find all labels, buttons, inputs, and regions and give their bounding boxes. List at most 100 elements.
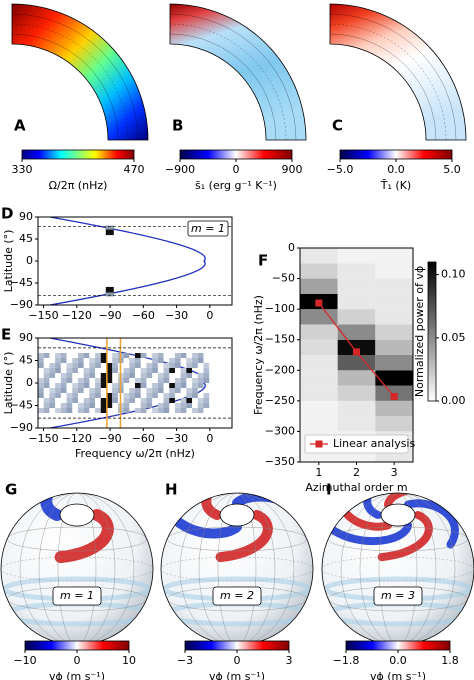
power-cell (375, 355, 413, 371)
power-cell (77, 378, 84, 383)
y-tick-label: 0 (26, 254, 33, 267)
colorbar-tick-label: 330 (12, 163, 33, 176)
panel-label: C (332, 117, 343, 135)
y-tick-label: −90 (10, 421, 33, 434)
power-cell (203, 398, 210, 403)
power-cell (106, 393, 113, 398)
legend-box (304, 434, 409, 454)
power-cell (38, 353, 44, 358)
power-cell (300, 400, 338, 417)
power-cell (66, 373, 73, 378)
power-cell (112, 353, 118, 358)
power-cell (157, 358, 164, 363)
power-cell (105, 292, 114, 297)
meridian (217, 493, 257, 645)
power-cell (89, 393, 96, 398)
power-cell (89, 403, 96, 408)
power-cell (203, 373, 210, 378)
power-cell (123, 378, 130, 383)
power-cell (38, 408, 44, 413)
power-cell (337, 248, 376, 264)
power-cell (375, 370, 413, 386)
colorbar (427, 261, 437, 402)
power-cell (192, 388, 198, 393)
power-cell (43, 403, 50, 408)
power-cell (95, 388, 101, 393)
y-tick-label: −200 (265, 363, 295, 376)
power-cell (112, 358, 118, 363)
power-cell (186, 363, 193, 368)
colorbar (345, 640, 451, 651)
panel-label: D (1, 205, 13, 223)
power-cell (43, 378, 50, 383)
power-cell (38, 358, 44, 363)
power-cell (49, 373, 56, 378)
power-cell (106, 403, 113, 408)
power-cell (66, 363, 73, 368)
power-cell (146, 398, 153, 403)
x-tick-label: 2 (353, 466, 360, 479)
flow-arm (215, 510, 273, 563)
power-cell (135, 353, 141, 358)
x-tick-label: 0 (206, 309, 213, 322)
colorbar-label: vϕ (m s⁻¹) (209, 670, 265, 680)
power-cell (66, 398, 73, 403)
power-cell (89, 373, 96, 378)
power-cell (38, 363, 44, 368)
colorbar-label: Ω/2π (nHz) (49, 179, 108, 192)
power-cell (43, 383, 50, 388)
power-cell (180, 378, 187, 383)
power-cell (180, 353, 187, 358)
power-cell (375, 278, 413, 294)
power-cell (60, 378, 67, 383)
meridional-map (11, 3, 149, 141)
power-cell (123, 398, 130, 403)
y-tick-label: −45 (10, 399, 33, 412)
colorbar-tick-label: 5.0 (443, 163, 461, 176)
legend-marker (315, 440, 323, 448)
power-cell (146, 373, 153, 378)
power-cell (140, 373, 147, 378)
power-cell (197, 353, 204, 358)
power-cell (72, 383, 78, 388)
power-cell (163, 378, 170, 383)
power-cell (203, 363, 210, 368)
power-cell (49, 403, 56, 408)
power-cell (95, 353, 101, 358)
power-cell (106, 398, 113, 403)
power-cell (140, 378, 147, 383)
power-cell (186, 388, 193, 393)
power-cell (105, 227, 114, 236)
power-cell (157, 408, 164, 413)
power-cell (83, 383, 90, 388)
power-cell (112, 383, 118, 388)
power-cell (174, 358, 181, 363)
x-tick-label: −90 (98, 309, 121, 322)
power-cell (140, 383, 147, 388)
flow-arm (377, 511, 433, 562)
y-tick-label: 0 (288, 241, 295, 254)
x-axis-label: Azimuthal order m (305, 481, 407, 494)
power-cell (169, 383, 175, 388)
power-cell (152, 368, 158, 373)
power-cell (197, 383, 204, 388)
power-cell (135, 393, 141, 398)
power-cell (66, 368, 73, 373)
colorbar-tick-label: −3 (177, 654, 193, 667)
power-cell (83, 398, 90, 403)
power-cell (112, 368, 118, 373)
panel-label: A (14, 117, 26, 135)
meridian (198, 493, 276, 645)
power-cell (60, 358, 67, 363)
power-cell (300, 355, 338, 371)
power-cell (146, 403, 153, 408)
y-tick-label: 0 (26, 376, 33, 389)
power-cell (300, 339, 338, 355)
y-tick-label: −50 (272, 272, 295, 285)
power-cell (163, 403, 170, 408)
power-cell (89, 368, 96, 373)
power-cell (83, 353, 90, 358)
power-cell (135, 383, 141, 388)
y-tick-label: −45 (10, 276, 33, 289)
flow-arm (404, 499, 459, 549)
